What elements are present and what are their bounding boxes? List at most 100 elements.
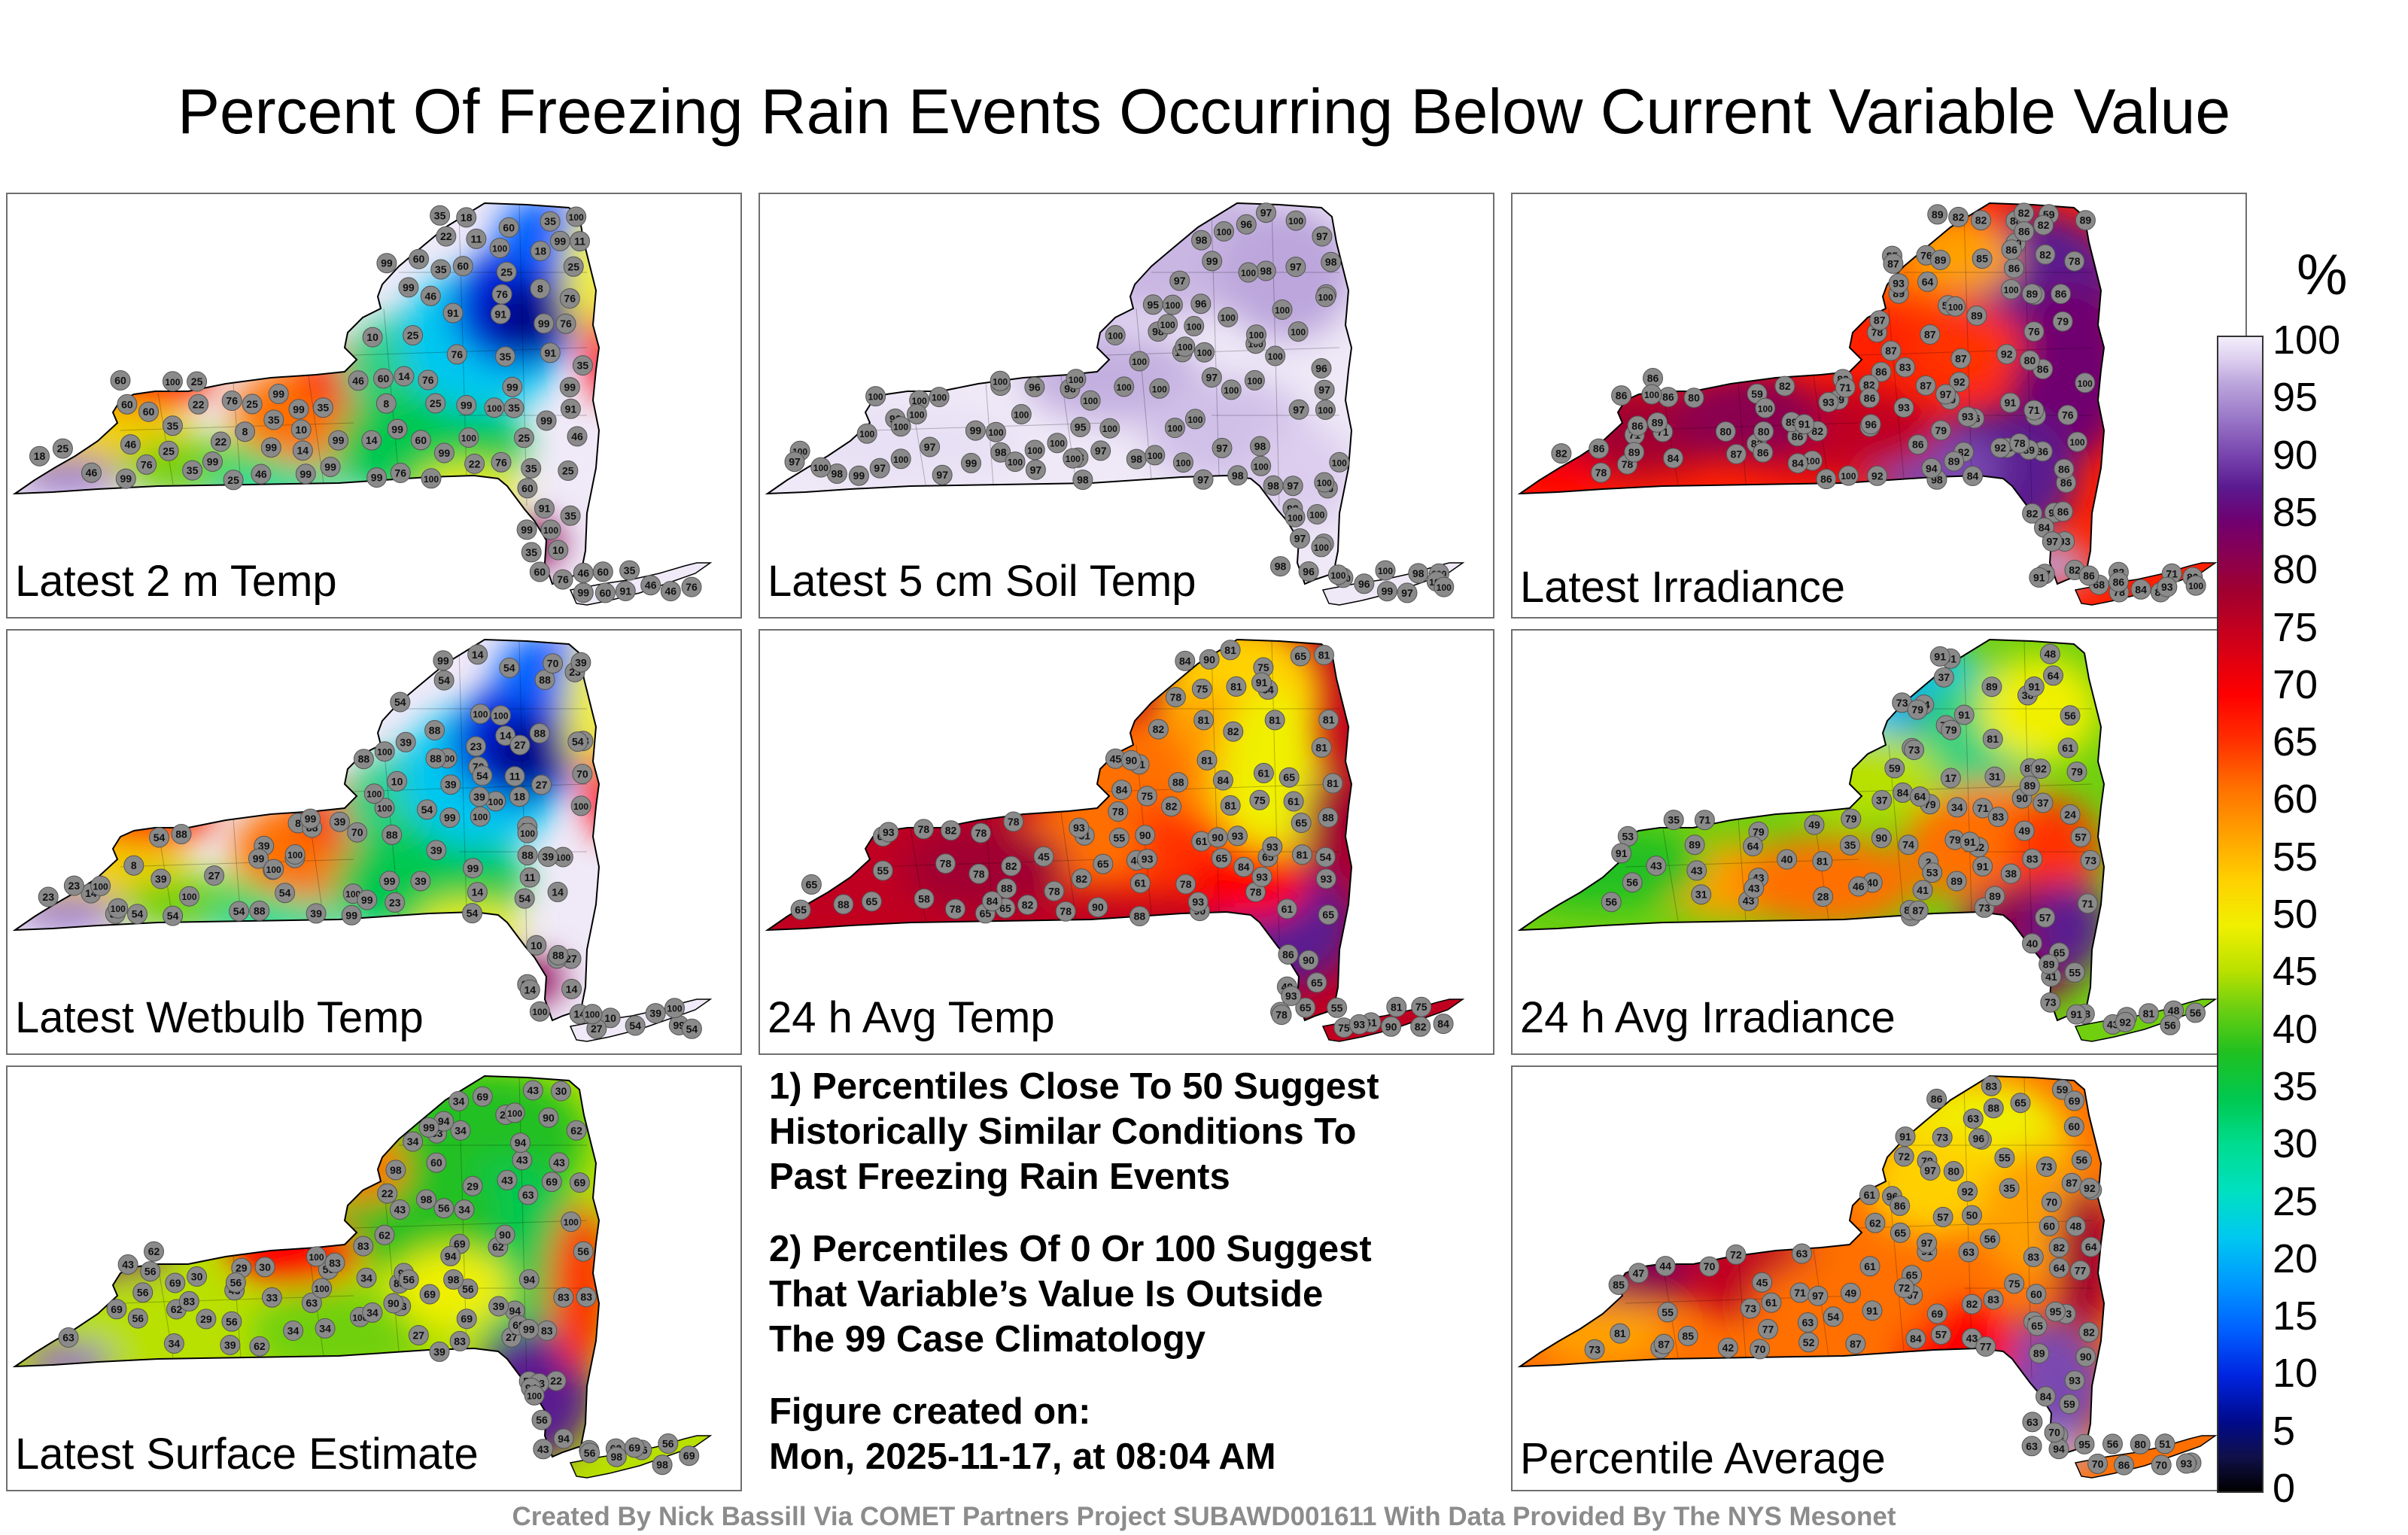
station-value: 43 [537,1443,549,1455]
station-value: 100 [1275,305,1290,316]
map-panel-latest-5cm-soil-temp: 9697989697969710010097100100971009710099… [759,193,1494,619]
station-value: 100 [2004,285,2019,296]
station-value: 55 [877,865,889,877]
station-value: 56 [230,1276,242,1288]
field-patch [485,718,568,790]
station-value: 89 [1986,681,1998,693]
station-marker [572,764,593,785]
station-value: 27 [413,1330,425,1342]
station-marker [2023,676,2045,697]
station-value: 39 [310,907,322,919]
station-value: 76 [451,348,464,360]
station-marker [2157,576,2178,597]
station-marker [1867,465,1888,486]
station-value: 65 [795,904,807,916]
station-value: 97 [1293,403,1305,415]
station-marker [1972,248,1993,269]
station-marker [504,1102,525,1123]
note-line: 2) Percentiles Of 0 Or 100 Suggest [769,1229,1372,1269]
station-value: 100 [912,396,927,406]
station-value: 99 [1382,585,1394,597]
station-marker [488,1296,509,1317]
station-value: 92 [2035,763,2047,775]
station-marker [509,786,530,807]
station-marker [553,1428,574,1449]
station-marker [1871,361,1892,382]
station-marker [1149,378,1170,399]
station-marker [1888,273,1909,294]
station-value: 60 [121,398,133,410]
station-value: 81 [2143,1008,2155,1020]
station-value: 100 [1318,406,1333,416]
station-marker [530,241,551,261]
station-value: 76 [226,395,238,407]
station-value: 35 [1668,814,1680,826]
station-marker [1880,340,1902,361]
station-value: 70 [1754,1343,1766,1355]
station-marker [454,1199,475,1220]
station-value: 100 [488,797,503,807]
station-value: 86 [1757,446,1769,458]
station-value: 96 [1303,566,1315,578]
station-marker [433,670,455,691]
station-marker [1386,996,1407,1017]
station-marker [518,1319,540,1339]
station-marker [1434,576,1455,597]
station-marker [2063,1116,2084,1137]
station-value: 57 [1935,1329,1947,1341]
station-marker [1066,369,1087,390]
station-value: 84 [987,895,999,907]
station-marker [1922,862,1943,883]
station-marker [615,581,636,601]
station-value: 78 [2069,255,2081,267]
station-value: 86 [2118,1459,2130,1471]
station-value: 8 [295,817,301,829]
station-value: 83 [1987,1293,1999,1306]
station-value: 60 [521,482,534,494]
station-value: 98 [656,1459,668,1471]
station-value: 93 [1898,402,1910,414]
station-marker [2010,1093,2031,1114]
station-value: 71 [2166,567,2178,579]
station-marker [856,423,877,444]
station-marker [410,871,431,892]
station-marker [458,1278,479,1299]
station-marker [1835,377,1856,398]
station-value: 86 [1894,1199,1906,1211]
station-value: 99 [361,894,373,906]
station-value: 88 [1322,812,1334,824]
station-value: 99 [444,812,456,824]
station-marker [1957,1181,1978,1202]
station-value: 100 [1224,385,1239,396]
station-value: 56 [577,1245,589,1257]
station-value: 89 [2026,287,2039,299]
station-marker [136,454,157,475]
station-value: 91 [1977,860,1989,872]
station-value: 99 [305,813,317,825]
station-value: 100 [1066,454,1081,464]
field-patch [1249,423,1354,528]
station-value: 100 [868,392,883,403]
station-value: 92 [1871,470,1884,482]
station-value: 83 [541,1324,553,1336]
station-value: 60 [534,566,546,578]
station-value: 82 [1966,1298,1978,1310]
station-value: 98 [1260,265,1272,277]
station-value: 90 [1203,653,1215,665]
station-marker [1774,375,1795,397]
note-percentile-extremes: 2) Percentiles Of 0 Or 100 Suggest That … [769,1226,1484,1362]
station-value: 99 [266,442,278,454]
station-value: 79 [1753,825,1765,837]
station-marker [390,463,411,483]
station-value: 84 [1116,784,1128,796]
station-value: 64 [2048,670,2060,682]
colorbar-tick-label: 35 [2273,1063,2318,1109]
station-marker [1912,880,1933,901]
station-value: 73 [1896,697,1908,709]
station-marker [290,419,312,440]
station-value: 100 [2188,581,2203,591]
station-marker [1862,1300,1883,1321]
station-value: 100 [181,892,196,902]
station-marker [521,542,542,563]
station-value: 56 [536,1414,548,1426]
